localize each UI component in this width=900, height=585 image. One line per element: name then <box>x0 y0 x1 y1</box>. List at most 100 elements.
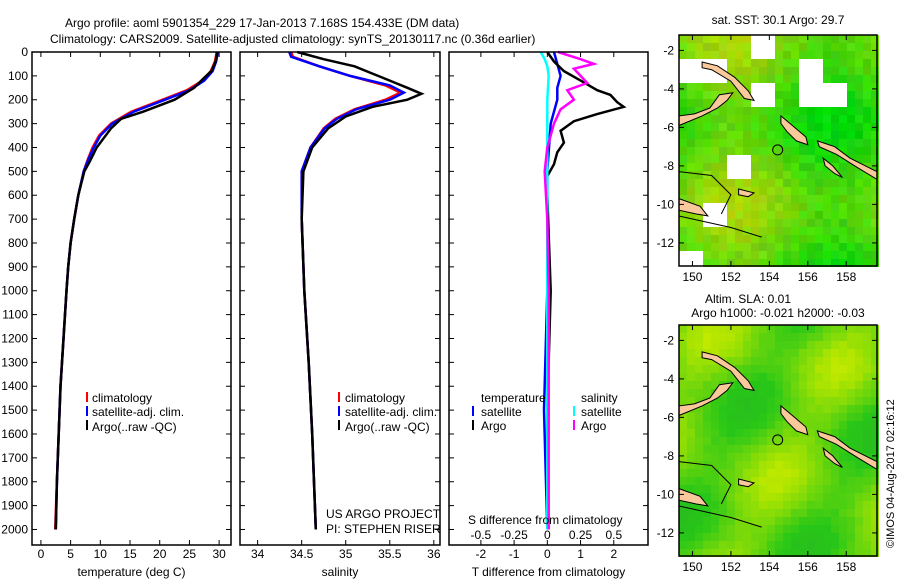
x-tick-label: 5 <box>67 547 74 561</box>
y-tick-label: 1800 <box>1 475 28 489</box>
legend-label: satellite-adj. clim. <box>92 405 184 419</box>
land-mass <box>738 478 756 488</box>
legend-swatch-s-argo <box>573 420 575 430</box>
y-tick-label: -2 <box>663 43 674 57</box>
x-axis-label: salinity <box>322 565 359 579</box>
series-line-argo-raw-qc- <box>54 51 219 530</box>
map-frame <box>678 34 878 267</box>
legend-swatch-argo <box>338 420 340 430</box>
project-credit: US ARGO PROJECT <box>326 507 441 521</box>
s-tick-label: 0.5 <box>605 528 622 542</box>
map-subtitle: Argo h1000: -0.021 h2000: -0.03 <box>691 306 865 320</box>
series-line-satellite-adj-clim- <box>54 51 220 530</box>
legend-label: climatology <box>345 391 405 405</box>
y-tick-label: -6 <box>663 120 674 134</box>
x-tick-label: 10 <box>94 547 108 561</box>
series-line-temperature-argo <box>546 51 627 530</box>
x-axis-label: temperature (deg C) <box>77 565 185 579</box>
x-tick-label: 154 <box>759 270 779 284</box>
x-tick-label: 152 <box>721 270 741 284</box>
land-mass <box>780 114 809 146</box>
x-tick-label: 158 <box>836 270 856 284</box>
x-tick-label: 150 <box>682 560 702 574</box>
map-frame <box>678 324 878 557</box>
y-tick-label: 1500 <box>1 403 28 417</box>
x-tick-label: 20 <box>153 547 167 561</box>
legend-title-temperature: temperature <box>481 391 546 405</box>
series-line-satellite-adj-clim- <box>288 51 407 530</box>
x-tick-label: 35 <box>339 547 353 561</box>
x-tick-label: 0 <box>544 547 551 561</box>
map-title: Altim. SLA: 0.01 <box>705 292 791 306</box>
s-difference-axis-label: S difference from climatology <box>468 513 623 527</box>
figure-title-line1: Argo profile: aoml 5901354_229 17-Jan-20… <box>65 16 459 30</box>
legend-label: Argo <box>581 419 607 433</box>
x-tick-label: 1 <box>577 547 584 561</box>
x-tick-label: 150 <box>682 270 702 284</box>
y-tick-label: 100 <box>8 69 28 83</box>
x-tick-label: -1 <box>509 547 520 561</box>
legend-label: Argo(..raw -QC) <box>345 420 430 434</box>
x-tick-label: 36 <box>427 547 441 561</box>
y-tick-label: 1300 <box>1 355 28 369</box>
y-tick-label: -4 <box>663 372 674 386</box>
land-mass <box>701 61 756 102</box>
plot-frame <box>31 51 232 546</box>
y-tick-label: 1600 <box>1 427 28 441</box>
y-tick-label: 1100 <box>2 308 28 322</box>
legend-title-salinity: salinity <box>581 391 618 405</box>
map-title: sat. SST: 30.1 Argo: 29.7 <box>712 13 845 27</box>
map-data-cells <box>679 325 879 557</box>
land-mass <box>678 92 734 127</box>
x-tick-label: 154 <box>759 560 779 574</box>
x-tick-label: 34 <box>251 547 265 561</box>
x-tick-label: 30 <box>212 547 226 561</box>
land-mass <box>822 156 843 178</box>
land-mass <box>780 404 809 436</box>
x-tick-label: 152 <box>721 560 741 574</box>
series-line-temperature-satellite <box>542 51 562 530</box>
salinity-panel: 34 34.5 35 35.5 36 salinity <box>239 50 441 579</box>
land-mass <box>738 188 756 198</box>
plot-frame <box>448 51 649 546</box>
x-tick-label: 156 <box>798 270 818 284</box>
land-mass <box>822 446 843 468</box>
x-axis-label: T difference from climatology <box>472 565 626 579</box>
temperature-panel: 0 5 10 15 20 25 30 temperature (deg C) 0 100 200 30… <box>1 45 232 579</box>
x-tick-label: 156 <box>798 560 818 574</box>
sla-map-panel: 150 152 154 156 158 -2 -4 -6 -8 -10 -12 Altim. SLA:… <box>657 292 879 574</box>
s-tick-label: -0.25 <box>500 528 528 542</box>
legend-label: satellite <box>581 405 622 419</box>
y-tick-label: 1700 <box>1 451 28 465</box>
x-tick-label: 35.5 <box>378 547 402 561</box>
y-tick-label: 0 <box>21 45 28 59</box>
argo-location-marker <box>772 434 784 446</box>
pi-credit: PI: STEPHEN RISER <box>326 522 441 536</box>
x-tick-label: 34.5 <box>290 547 314 561</box>
temperature-legend: climatology satellite-adj. clim. Argo(..… <box>86 391 184 434</box>
y-tick-label: 800 <box>8 236 28 250</box>
y-tick-label: -10 <box>657 197 675 211</box>
legend-label: Argo <box>481 419 507 433</box>
y-tick-label: 400 <box>8 140 28 154</box>
legend-swatch-satellite <box>338 406 340 416</box>
plot-frame <box>239 51 441 546</box>
x-tick-label: 2 <box>610 547 617 561</box>
s-tick-label: 0.25 <box>569 528 593 542</box>
salinity-legend: climatology satellite-adj. clim. Argo(..… <box>338 391 437 434</box>
series-line-salinity-argo <box>543 50 599 530</box>
s-tick-label: -0.5 <box>471 528 492 542</box>
s-tick-label: 0 <box>544 528 551 542</box>
difference-panel: -2 -1 0 1 2 T difference from climatology -0.5… <box>448 50 649 579</box>
series-line-argo-raw-qc- <box>296 50 425 530</box>
legend-swatch-t-satellite <box>472 406 474 416</box>
difference-legend: temperature salinity satellite Argo sate… <box>472 391 622 433</box>
x-tick-label: 0 <box>38 547 45 561</box>
y-tick-label: -6 <box>663 410 674 424</box>
figure-title-line2: Climatology: CARS2009. Satellite-adjuste… <box>50 32 535 46</box>
y-tick-label: 300 <box>8 117 28 131</box>
legend-swatch-climatology <box>338 392 340 402</box>
legend-swatch-t-argo <box>472 420 474 430</box>
y-tick-label: 2000 <box>1 522 28 536</box>
